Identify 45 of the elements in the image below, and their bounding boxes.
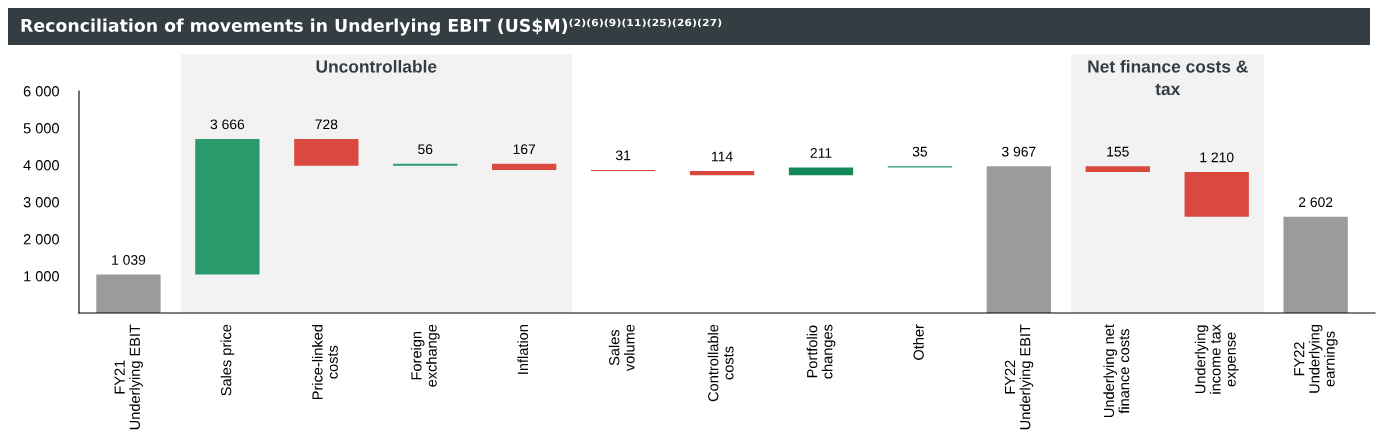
- bar: [393, 163, 458, 166]
- bar: [1283, 216, 1348, 313]
- bar: [1085, 166, 1150, 172]
- x-tick-label: Underlying income tax expense: [1194, 324, 1239, 394]
- bar: [294, 138, 359, 166]
- x-tick-label: FY22 Underlying earnings: [1294, 325, 1338, 393]
- data-label: 3 967: [1002, 146, 1036, 157]
- bar: [492, 163, 557, 170]
- y-tick-label: 6 000: [23, 86, 59, 97]
- x-tick-label: Other: [913, 324, 924, 360]
- x-tick-label: Underlying net finance costs: [1103, 324, 1130, 418]
- band-label: Net finance costs & tax: [1088, 59, 1248, 96]
- y-tick-label: 5 000: [23, 123, 59, 134]
- x-tick-label: Sales price: [220, 324, 235, 396]
- x-tick-label: Controllable costs: [707, 324, 734, 402]
- data-label: 155: [1107, 146, 1129, 157]
- x-tick-label: FY21 Underlying EBIT: [114, 324, 143, 430]
- data-label: 728: [315, 119, 338, 130]
- x-tick-label: FY22 Underlying EBIT: [1004, 324, 1034, 430]
- band-label: Uncontrollable: [316, 59, 437, 73]
- bar: [1184, 171, 1249, 217]
- data-label: 1 039: [112, 255, 146, 265]
- data-label: 2 602: [1298, 197, 1333, 208]
- data-label: 31: [615, 150, 631, 161]
- bar: [689, 171, 755, 176]
- data-label: 35: [912, 146, 928, 157]
- x-tick-label: Inflation: [517, 325, 529, 374]
- y-tick-label: 2 000: [23, 234, 59, 245]
- x-tick-label: Sales volume: [608, 324, 635, 372]
- x-tick-label: Foreign exchange: [410, 324, 440, 387]
- bar: [986, 166, 1051, 313]
- data-label: 167: [513, 144, 536, 155]
- data-label: 3 666: [210, 119, 245, 130]
- x-tick-label: Portfolio changes: [806, 324, 836, 379]
- x-tick-label: Price-linked costs: [311, 325, 338, 400]
- y-tick-label: 1 000: [24, 271, 59, 282]
- data-label: 56: [418, 144, 433, 155]
- y-tick-label: 4 000: [23, 160, 59, 171]
- data-label: 211: [810, 147, 832, 158]
- bar: [96, 274, 161, 313]
- y-tick-label: 3 000: [23, 197, 59, 208]
- data-label: 1 210: [1200, 152, 1234, 163]
- data-label: 114: [712, 151, 733, 162]
- bar: [195, 138, 260, 275]
- chart-title: Reconciliation of movements in Underlying EBIT (US$M)⁽²⁾⁽⁶⁾⁽⁹⁾⁽¹¹⁾⁽²⁵⁾⁽²⁶⁾⁽²⁷⁾: [21, 18, 722, 36]
